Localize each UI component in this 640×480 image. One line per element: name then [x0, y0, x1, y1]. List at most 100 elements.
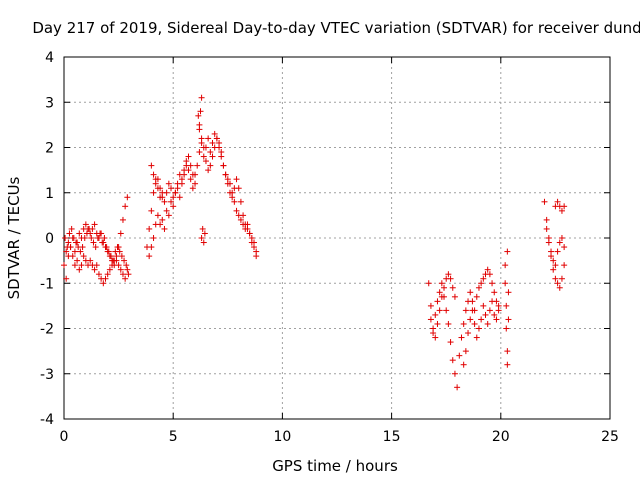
- data-point: [451, 370, 458, 377]
- x-tick-label: 0: [60, 429, 69, 445]
- data-point: [168, 185, 175, 192]
- data-point: [154, 176, 161, 183]
- data-point: [176, 194, 183, 201]
- data-point: [61, 262, 67, 269]
- tick-labels: 0 5 10 15 20 25 -4 -3 -2 -1 0 1 2 3 4: [40, 50, 619, 445]
- data-point: [486, 307, 493, 314]
- data-point: [484, 320, 491, 327]
- data-point: [454, 384, 461, 391]
- data-point: [105, 248, 112, 255]
- data-point: [229, 189, 236, 196]
- x-tick-label: 25: [601, 429, 619, 445]
- data-point: [491, 289, 498, 296]
- data-point: [505, 316, 512, 323]
- data-point: [117, 230, 124, 237]
- data-point: [194, 162, 201, 169]
- data-point: [71, 262, 78, 269]
- data-point: [467, 289, 474, 296]
- data-point: [231, 198, 238, 205]
- data-point: [93, 262, 100, 269]
- data-point: [237, 198, 244, 205]
- data-point: [427, 316, 434, 323]
- data-point: [78, 262, 85, 269]
- data-point: [552, 275, 559, 282]
- data-point: [150, 171, 157, 178]
- data-point: [201, 230, 208, 237]
- data-point: [196, 149, 203, 156]
- data-point: [465, 330, 472, 337]
- data-point: [434, 298, 441, 305]
- data-point: [502, 262, 509, 269]
- data-point: [425, 280, 432, 287]
- data-point: [178, 180, 185, 187]
- y-tick-label: 4: [45, 50, 54, 66]
- data-point: [196, 121, 203, 128]
- data-point: [550, 257, 557, 264]
- data-point: [123, 262, 130, 269]
- data-point: [118, 253, 125, 260]
- data-point: [205, 135, 212, 142]
- data-point: [101, 235, 108, 241]
- data-point: [478, 280, 485, 287]
- y-tick-label: -3: [40, 367, 54, 383]
- data-point: [181, 171, 188, 178]
- data-point: [242, 225, 249, 232]
- data-point: [505, 289, 512, 296]
- data-point: [103, 244, 110, 251]
- data-point: [185, 167, 192, 174]
- data-point: [62, 235, 69, 241]
- data-point: [554, 280, 561, 287]
- data-point: [558, 235, 565, 241]
- data-point: [119, 271, 126, 278]
- data-point: [503, 325, 510, 332]
- data-point: [216, 139, 223, 146]
- data-point: [550, 266, 557, 273]
- data-point: [66, 230, 73, 237]
- data-point: [244, 221, 251, 228]
- data-point: [237, 216, 244, 223]
- data-point: [165, 212, 172, 219]
- data-point: [436, 289, 443, 296]
- data-point: [209, 139, 216, 146]
- data-point: [541, 198, 548, 205]
- data-point: [543, 225, 550, 232]
- data-point: [475, 284, 482, 291]
- data-point: [113, 253, 120, 260]
- data-point: [74, 257, 81, 264]
- data-point: [222, 171, 229, 178]
- data-point: [447, 339, 454, 346]
- data-point: [76, 230, 83, 237]
- data-point: [443, 307, 450, 314]
- data-point: [434, 320, 441, 327]
- data-point: [65, 239, 72, 246]
- data-point: [491, 311, 498, 318]
- data-point: [561, 244, 568, 251]
- data-point: [161, 225, 168, 232]
- data-point: [168, 198, 175, 205]
- data-point: [556, 239, 563, 246]
- data-point: [475, 325, 482, 332]
- data-points: [61, 94, 568, 391]
- data-point: [165, 180, 172, 187]
- data-point: [87, 257, 94, 264]
- data-point: [114, 244, 121, 251]
- data-point: [148, 162, 155, 169]
- data-point: [458, 334, 465, 341]
- data-point: [447, 275, 454, 282]
- data-point: [197, 108, 204, 115]
- data-point: [456, 352, 463, 359]
- data-point: [248, 235, 255, 241]
- data-point: [157, 221, 164, 228]
- data-point: [102, 275, 109, 282]
- data-point: [467, 316, 474, 323]
- data-point: [170, 194, 177, 201]
- data-point: [207, 149, 214, 156]
- data-point: [71, 248, 78, 255]
- data-point: [432, 311, 439, 318]
- data-point: [200, 144, 207, 151]
- data-point: [92, 244, 99, 251]
- data-point: [438, 280, 445, 287]
- data-point: [115, 262, 122, 269]
- data-point: [543, 216, 550, 223]
